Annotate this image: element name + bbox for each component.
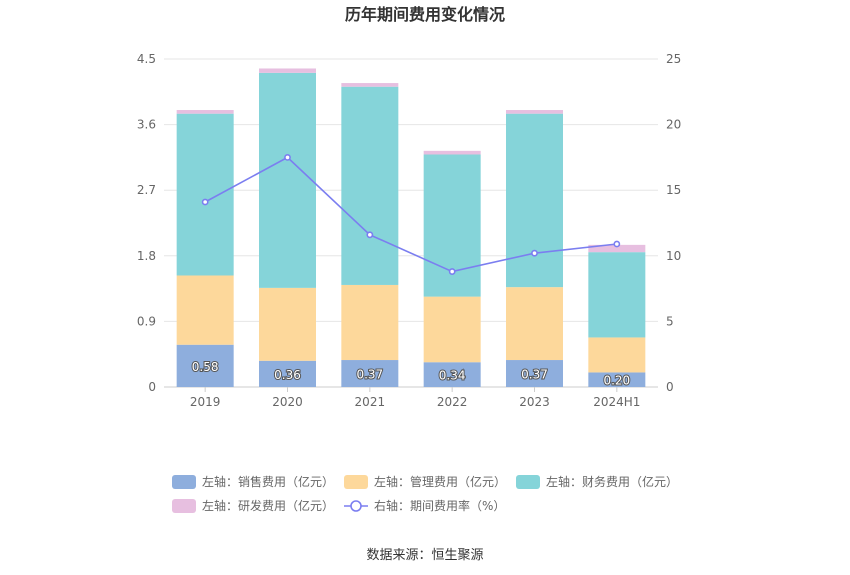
legend-item[interactable]: 左轴：研发费用（亿元） <box>172 498 334 513</box>
right-tick-label: 20 <box>666 118 681 132</box>
bar-segment <box>423 154 481 297</box>
rate-point <box>448 268 456 275</box>
grid <box>164 58 658 388</box>
bar-value-label: 0.20 <box>603 374 630 388</box>
data-source: 数据来源：恒生聚源 <box>366 548 483 563</box>
bar-value-label: 0.37 <box>356 368 383 382</box>
rate-point <box>284 153 291 161</box>
right-axis-ticks: 0 5 10 15 20 25 <box>666 52 681 394</box>
left-axis-ticks: 0 0.9 1.8 2.7 3.6 4.5 <box>137 52 156 394</box>
right-tick-label: 5 <box>666 314 674 328</box>
right-tick-label: 25 <box>666 52 681 66</box>
bar-value-label: 0.37 <box>521 368 548 382</box>
bar-segment <box>423 362 481 387</box>
x-tick-label: 2020 <box>272 395 303 409</box>
bar-segment <box>259 360 316 387</box>
bar-segment <box>259 68 316 73</box>
bar-segment <box>588 244 646 253</box>
bar-segment <box>506 110 563 114</box>
rate-line <box>201 153 621 275</box>
legend-swatch-icon <box>516 475 540 489</box>
rate-point <box>531 249 538 257</box>
x-tick-label: 2022 <box>437 395 468 409</box>
bar-segment <box>506 287 563 361</box>
legend-item[interactable]: 右轴：期间费用率（%） <box>344 498 505 513</box>
bar-segment <box>341 360 399 387</box>
legend-circle-icon <box>350 500 362 512</box>
bar-segment <box>588 252 646 338</box>
left-tick-label: 0 <box>148 380 156 394</box>
right-tick-label: 0 <box>666 380 674 394</box>
left-tick-label: 2.7 <box>137 183 156 197</box>
bar-segment <box>259 287 316 361</box>
bar-segment <box>176 344 234 387</box>
legend-swatch-icon <box>172 475 196 489</box>
left-tick-label: 4.5 <box>137 52 156 66</box>
legend-swatch-icon <box>172 499 196 513</box>
bar-segment <box>341 86 399 285</box>
legend-item[interactable]: 左轴：财务费用（亿元） <box>516 474 678 489</box>
x-tick-label: 2024H1 <box>593 395 640 409</box>
x-tick-label: 2021 <box>355 395 386 409</box>
bar-segment <box>506 113 563 288</box>
left-tick-label: 0.9 <box>137 314 156 328</box>
bar-segment <box>588 372 646 387</box>
legend-label: 左轴：管理费用（亿元） <box>374 474 506 489</box>
x-tick-label: 2019 <box>190 395 221 409</box>
bar-segment <box>341 83 399 87</box>
rate-point <box>366 231 374 239</box>
bar-value-label: 0.36 <box>274 368 301 382</box>
legend-label: 左轴：销售费用（亿元） <box>202 474 334 489</box>
bars <box>176 68 646 387</box>
bar-value-label: 0.34 <box>439 369 466 383</box>
right-tick-label: 10 <box>666 249 681 263</box>
legend-item[interactable]: 左轴：销售费用（亿元） <box>172 474 334 489</box>
rate-point <box>201 198 209 206</box>
bar-segment <box>176 113 234 276</box>
left-tick-label: 3.6 <box>137 118 156 132</box>
bar-value-label: 0.58 <box>192 360 219 374</box>
legend-item[interactable]: 左轴：管理费用（亿元） <box>344 474 506 489</box>
bar-segment <box>588 337 646 373</box>
x-tick-label: 2023 <box>519 395 550 409</box>
legend: 左轴：销售费用（亿元） 左轴：管理费用（亿元） 左轴：财务费用（亿元） 左轴：研发费用… <box>172 474 678 513</box>
x-axis-ticks: 2019 2020 2021 2022 2023 2024H1 <box>190 387 640 409</box>
left-tick-label: 1.8 <box>137 249 156 263</box>
legend-label: 左轴：研发费用（亿元） <box>202 498 334 513</box>
bar-segment <box>423 150 481 155</box>
rate-point <box>613 240 621 248</box>
legend-swatch-icon <box>344 475 368 489</box>
rate-line-path <box>204 156 617 273</box>
right-tick-label: 15 <box>666 183 681 197</box>
chart-title: 历年期间费用变化情况 <box>345 5 505 24</box>
legend-label: 左轴：财务费用（亿元） <box>546 474 678 489</box>
bar-labels: 0.58 0.36 0.37 0.34 0.37 0.20 <box>191 359 631 389</box>
bar-segment <box>176 110 234 114</box>
bar-segment <box>341 284 399 361</box>
bar-segment <box>259 72 316 288</box>
bar-segment <box>423 296 481 363</box>
bar-segment <box>506 360 563 387</box>
legend-label: 右轴：期间费用率（%） <box>374 498 505 513</box>
bar-segment <box>176 275 234 345</box>
